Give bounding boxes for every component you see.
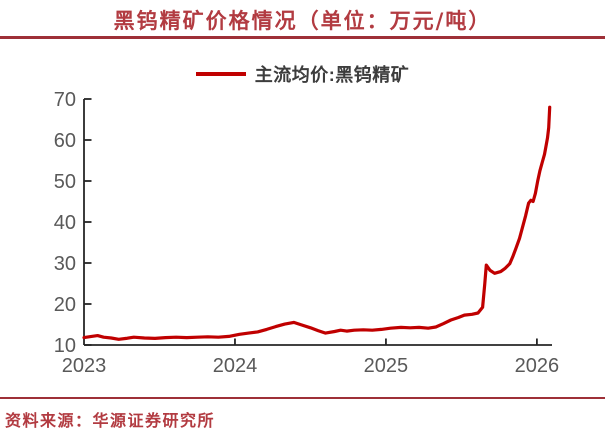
y-tick-label: 60 — [54, 130, 76, 152]
legend-line-swatch — [195, 72, 246, 76]
series-line — [82, 105, 552, 341]
source-note: 资料来源：华源证券研究所 — [5, 411, 216, 430]
top-rule — [0, 36, 605, 39]
x-axis-ticks — [234, 338, 538, 345]
y-tick-label: 10 — [54, 335, 76, 357]
y-tick-label: 20 — [54, 294, 76, 316]
y-tick-label: 50 — [54, 171, 76, 193]
chart-title: 黑钨精矿价格情况（单位：万元/吨） — [113, 8, 492, 33]
y-axis-labels: 10 20 30 40 50 60 70 — [54, 89, 76, 357]
y-tick-label: 70 — [54, 89, 76, 111]
legend-label: 主流均价:黑钨精矿 — [254, 65, 410, 85]
x-tick-label: 2024 — [213, 355, 258, 377]
x-tick-label: 2023 — [62, 355, 107, 377]
y-tick-label: 30 — [54, 253, 76, 275]
legend: 主流均价:黑钨精矿 — [0, 62, 605, 86]
y-axis-ticks — [84, 98, 92, 346]
y-tick-label: 40 — [54, 212, 76, 234]
x-axis-labels: 2023 2024 2025 2026 — [62, 355, 559, 377]
x-tick-label: 2025 — [364, 355, 409, 377]
bottom-rule — [0, 397, 605, 399]
x-tick-label: 2026 — [515, 355, 560, 377]
